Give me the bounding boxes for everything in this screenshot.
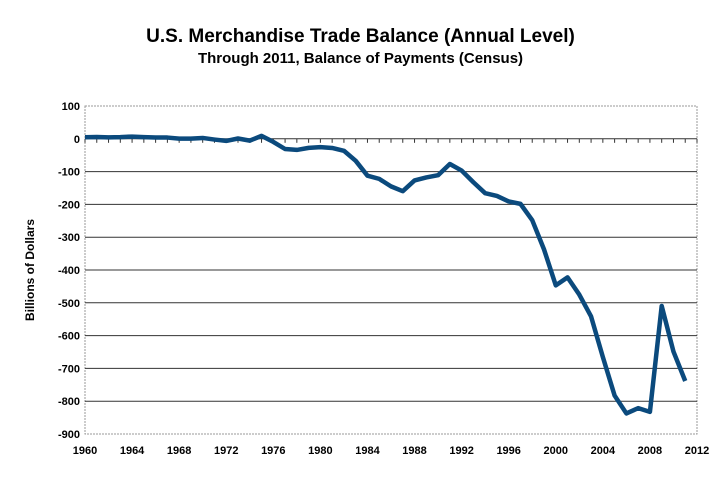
y-tick-label: 100 [62,101,80,113]
chart-subtitle: Through 2011, Balance of Payments (Censu… [197,50,524,67]
x-tick-label: 1964 [120,445,145,457]
x-tick-label: 2004 [591,445,616,457]
series-line-trade-balance [84,133,688,416]
y-tick-label: -100 [58,167,80,179]
x-tick-label: 2008 [638,445,662,457]
y-tick-label: -600 [58,331,80,343]
chart-title: U.S. Merchandise Trade Balance (Annual L… [146,26,575,47]
y-tick-label: -300 [58,232,80,244]
x-tick-label: 1980 [308,445,332,457]
y-tick-label: -900 [58,429,80,441]
y-tick-label: -500 [58,298,80,310]
x-tick-label: 1960 [73,445,97,457]
x-tick-label: 1968 [167,445,191,457]
y-tick-label: -700 [58,363,80,375]
y-tick-label: -800 [58,396,80,408]
y-tick-label: -200 [58,199,80,211]
x-tick-label: 1992 [449,445,473,457]
x-tick-label: 1972 [214,445,238,457]
x-tick-label: 1988 [402,445,426,457]
x-tick-label: 2000 [544,445,568,457]
x-tick-label: 1976 [261,445,285,457]
y-axis-label: Billions of Dollars [23,219,37,321]
x-tick-label: 2012 [685,445,709,457]
y-tick-label: 0 [74,134,80,146]
x-tick-label: 1996 [496,445,520,457]
x-tick-label: 1984 [355,445,380,457]
y-tick-label: -400 [58,265,80,277]
